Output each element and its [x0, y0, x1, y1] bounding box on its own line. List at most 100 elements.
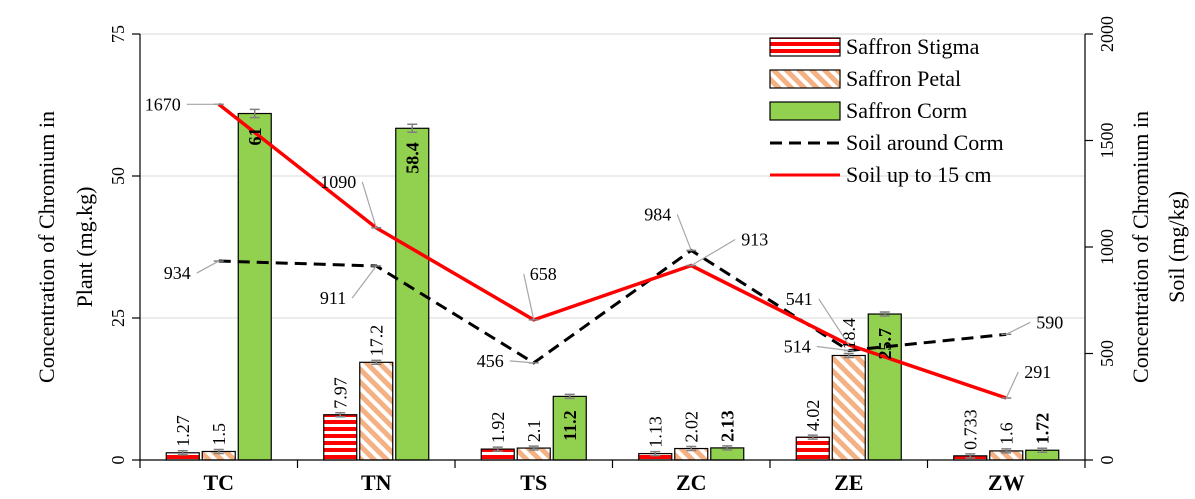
- leader-line: [351, 265, 377, 299]
- data-label: 1.92: [488, 412, 508, 444]
- y-axis-title-right: Concentration of Chromium in: [1128, 111, 1153, 383]
- x-tick-label: ZC: [676, 470, 707, 495]
- y-tick-label-right: 1500: [1097, 123, 1117, 159]
- line-data-label: 658: [530, 264, 557, 284]
- data-label: 0.733: [960, 409, 980, 450]
- line-data-label: 984: [644, 204, 671, 224]
- error-bar: [407, 123, 418, 134]
- bar-saffron-corm-tc: [237, 112, 272, 461]
- line-data-label: 590: [1036, 312, 1063, 332]
- data-label: 58.4: [402, 142, 422, 174]
- y-axis-title-left: Concentration of Chromium in: [34, 111, 59, 383]
- bar-saffron-stigma-ze: [795, 436, 830, 461]
- legend-entry: Soil around Corm: [846, 130, 1004, 155]
- bar-saffron-stigma-tn: [323, 414, 358, 461]
- line-soil-around-corm: [218, 248, 1007, 365]
- line-data-label: 514: [784, 337, 811, 357]
- legend-entry: Saffron Corm: [846, 98, 967, 123]
- gridlines: [140, 33, 1085, 319]
- line-data-label: 934: [164, 263, 191, 283]
- error-bar: [722, 445, 733, 451]
- leader-line: [816, 345, 849, 352]
- data-label: 4.02: [803, 400, 823, 432]
- error-bar: [177, 450, 188, 456]
- error-bar: [807, 434, 818, 440]
- error-bar: [249, 108, 260, 119]
- data-label: 1.72: [1032, 413, 1052, 445]
- leader-line: [509, 360, 534, 364]
- legend-swatch: [769, 37, 841, 57]
- line-soil-up-to-15-cm: [217, 102, 1007, 400]
- error-bar: [879, 311, 890, 317]
- data-label: 1.27: [173, 415, 193, 447]
- y-tick-label-right: 2000: [1097, 16, 1117, 52]
- data-label: 2.1: [524, 420, 544, 443]
- error-bar: [686, 445, 697, 452]
- x-tick-label: ZW: [988, 470, 1025, 495]
- line-data-label: 913: [741, 230, 768, 250]
- y-axis-title-left: Plant (mg.kg): [72, 187, 97, 308]
- error-bar: [1001, 448, 1012, 454]
- error-bar: [335, 411, 346, 418]
- bar-saffron-petal-tn: [359, 361, 394, 461]
- leader-line: [690, 239, 736, 267]
- x-tick-label: TC: [203, 470, 234, 495]
- y-tick-label-left: 50: [108, 167, 128, 185]
- y-tick-label-left: 25: [108, 309, 128, 327]
- data-label: 18.4: [839, 318, 859, 350]
- legend-entry: Saffron Stigma: [846, 34, 980, 59]
- x-tick-label: TN: [361, 470, 392, 495]
- data-label: 2.13: [717, 410, 737, 442]
- bar-saffron-petal-ze: [831, 354, 866, 461]
- error-bar: [843, 352, 854, 359]
- error-bar: [528, 445, 539, 451]
- legend-swatch: [769, 69, 841, 89]
- data-label: 61: [245, 128, 265, 146]
- leader-line: [523, 273, 535, 320]
- y-tick-label-right: 0: [1097, 456, 1117, 465]
- line-data-label: 456: [477, 351, 504, 371]
- line-data-label: 541: [786, 289, 813, 309]
- error-bar: [650, 450, 661, 457]
- error-bar: [564, 393, 575, 400]
- y-tick-label-left: 0: [108, 456, 128, 465]
- data-label: 2.02: [681, 411, 701, 443]
- bars: [165, 108, 1060, 461]
- data-label: 7.97: [330, 377, 350, 409]
- y-tick-label-left: 75: [108, 25, 128, 43]
- x-tick-label: ZE: [834, 470, 863, 495]
- data-label: 11.2: [560, 410, 580, 441]
- line-data-label: 1090: [320, 172, 356, 192]
- leader-line: [818, 298, 850, 346]
- leader-line: [1005, 321, 1031, 335]
- bar-saffron-corm-ts: [552, 395, 587, 461]
- legend: Saffron Stigma Saffron Petal Saffron Corm S…: [769, 34, 1004, 187]
- data-label: 1.13: [645, 416, 665, 448]
- x-tick-label: TS: [520, 470, 547, 495]
- line-data-label: 911: [320, 288, 346, 308]
- leader-line: [361, 181, 377, 229]
- legend-swatch: [769, 101, 841, 121]
- data-labels: 1.27 7.97 1.92 1.13 4.02 0.733 1.5 17.2 2.1 2.02 1…: [145, 94, 1064, 450]
- y-axis-title-right: Soil (mg/kg): [1164, 191, 1189, 303]
- error-bar: [213, 448, 224, 455]
- line-data-label: 291: [1024, 362, 1051, 382]
- error-bar: [965, 453, 976, 459]
- data-label: 17.2: [366, 325, 386, 357]
- data-label: 1.6: [996, 422, 1016, 445]
- error-bar: [492, 446, 503, 452]
- leader-line: [676, 214, 692, 251]
- y-tick-label-right: 500: [1097, 340, 1117, 367]
- data-label: 25.7: [875, 328, 895, 360]
- data-label: 1.5: [209, 423, 229, 446]
- axes: TC TN TS ZC ZE ZW 0 25 50 75 0 500 1000 1500 2000 Conce…: [34, 16, 1189, 495]
- error-bar: [1037, 447, 1048, 453]
- leader-line: [196, 260, 220, 274]
- error-bar: [371, 359, 382, 366]
- line-data-label: 1670: [145, 94, 181, 114]
- leader-line: [1005, 371, 1019, 399]
- y-tick-label-right: 1000: [1097, 229, 1117, 265]
- legend-entry: Soil up to 15 cm: [846, 162, 991, 187]
- legend-entry: Saffron Petal: [846, 66, 961, 91]
